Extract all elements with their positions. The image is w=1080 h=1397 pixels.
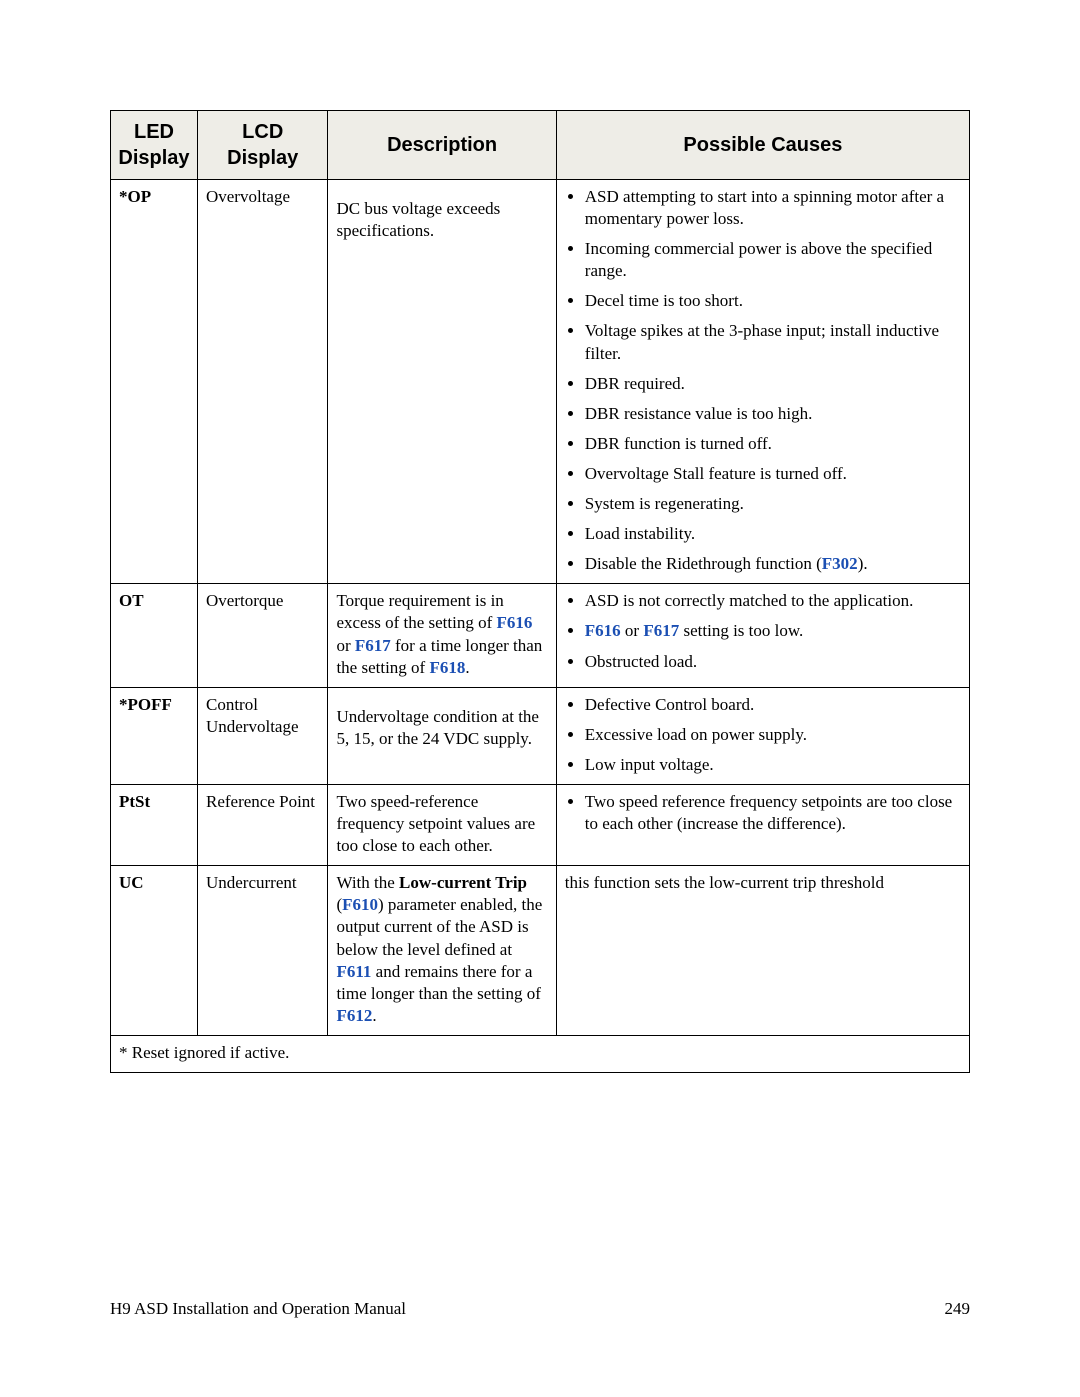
cell-lcd-display: Undercurrent <box>197 866 327 1036</box>
emphasis-text: Low-current Trip <box>399 873 527 892</box>
cause-item: DBR function is turned off. <box>585 433 961 455</box>
footer-manual-title: H9 ASD Installation and Operation Manual <box>110 1299 406 1319</box>
cell-description: Undervoltage condition at the 5, 15, or … <box>328 687 556 784</box>
footer-page-number: 249 <box>945 1299 971 1319</box>
cause-item: DBR required. <box>585 373 961 395</box>
cell-possible-causes: ASD is not correctly matched to the appl… <box>556 584 969 687</box>
table-row: *POFFControl UndervoltageUndervoltage co… <box>111 687 970 784</box>
cell-description: DC bus voltage exceeds specifications. <box>328 180 556 584</box>
page-footer: H9 ASD Installation and Operation Manual… <box>110 1299 970 1319</box>
cell-possible-causes: this function sets the low-current trip … <box>556 866 969 1036</box>
parameter-link[interactable]: F612 <box>336 1006 372 1025</box>
table-footnote-row: * Reset ignored if active. <box>111 1035 970 1072</box>
cell-lcd-display: Control Undervoltage <box>197 687 327 784</box>
cause-item: F616 or F617 setting is too low. <box>585 620 961 642</box>
parameter-link[interactable]: F617 <box>355 636 391 655</box>
cell-led-display: PtSt <box>111 784 198 865</box>
cell-led-display: UC <box>111 866 198 1036</box>
causes-list: Defective Control board. Excessive load o… <box>565 694 961 776</box>
causes-list: ASD attempting to start into a spinning … <box>565 186 961 575</box>
cause-item: Low input voltage. <box>585 754 961 776</box>
causes-list: ASD is not correctly matched to the appl… <box>565 590 961 672</box>
cell-possible-causes: ASD attempting to start into a spinning … <box>556 180 969 584</box>
cause-item: System is regenerating. <box>585 493 961 515</box>
table-row: PtStReference PointTwo speed-reference f… <box>111 784 970 865</box>
table-body: *OPOvervoltageDC bus voltage exceeds spe… <box>111 180 970 1073</box>
cause-item: Decel time is too short. <box>585 290 961 312</box>
causes-list: Two speed reference frequency setpoints … <box>565 791 961 835</box>
cause-item: Incoming commercial power is above the s… <box>585 238 961 282</box>
cell-description: Torque requirement is in excess of the s… <box>328 584 556 687</box>
parameter-link[interactable]: F610 <box>342 895 378 914</box>
fault-code-table: LED Display LCD Display Description Poss… <box>110 110 970 1073</box>
table-row: UCUndercurrentWith the Low-current Trip … <box>111 866 970 1036</box>
table-row: OTOvertorqueTorque requirement is in exc… <box>111 584 970 687</box>
cell-possible-causes: Two speed reference frequency setpoints … <box>556 784 969 865</box>
cell-led-display: *POFF <box>111 687 198 784</box>
parameter-link[interactable]: F611 <box>336 962 371 981</box>
column-header-lcd: LCD Display <box>197 111 327 180</box>
cell-led-display: *OP <box>111 180 198 584</box>
cell-description: Two speed-reference frequency setpoint v… <box>328 784 556 865</box>
column-header-led: LED Display <box>111 111 198 180</box>
cause-item: Voltage spikes at the 3-phase input; ins… <box>585 320 961 364</box>
column-header-causes: Possible Causes <box>556 111 969 180</box>
table-row: *OPOvervoltageDC bus voltage exceeds spe… <box>111 180 970 584</box>
cell-led-display: OT <box>111 584 198 687</box>
cause-item: Disable the Ridethrough function (F302). <box>585 553 961 575</box>
parameter-link[interactable]: F617 <box>643 621 679 640</box>
cell-lcd-display: Overvoltage <box>197 180 327 584</box>
cause-item: Defective Control board. <box>585 694 961 716</box>
parameter-link[interactable]: F616 <box>497 613 533 632</box>
column-header-description: Description <box>328 111 556 180</box>
table-header: LED Display LCD Display Description Poss… <box>111 111 970 180</box>
cause-item: Obstructed load. <box>585 651 961 673</box>
cause-item: Two speed reference frequency setpoints … <box>585 791 961 835</box>
cause-item: Excessive load on power supply. <box>585 724 961 746</box>
cell-possible-causes: Defective Control board. Excessive load o… <box>556 687 969 784</box>
table-footnote: * Reset ignored if active. <box>111 1035 970 1072</box>
cell-lcd-display: Overtorque <box>197 584 327 687</box>
cause-item: Overvoltage Stall feature is turned off. <box>585 463 961 485</box>
cause-item: ASD attempting to start into a spinning … <box>585 186 961 230</box>
parameter-link[interactable]: F302 <box>822 554 858 573</box>
page: LED Display LCD Display Description Poss… <box>0 0 1080 1397</box>
cell-description: With the Low-current Trip (F610) paramet… <box>328 866 556 1036</box>
cause-item: ASD is not correctly matched to the appl… <box>585 590 961 612</box>
cell-lcd-display: Reference Point <box>197 784 327 865</box>
cause-item: Load instability. <box>585 523 961 545</box>
cause-item: DBR resistance value is too high. <box>585 403 961 425</box>
parameter-link[interactable]: F616 <box>585 621 621 640</box>
parameter-link[interactable]: F618 <box>429 658 465 677</box>
